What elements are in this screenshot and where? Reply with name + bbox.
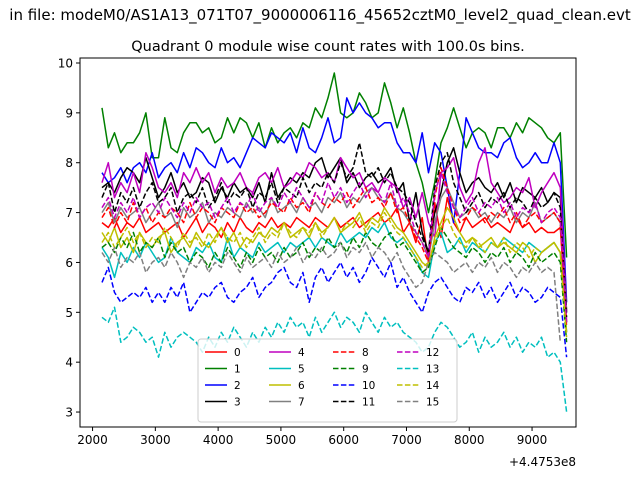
series-7-line xyxy=(101,186,568,313)
y-tick-label: 4 xyxy=(65,356,73,370)
y-tick-label: 5 xyxy=(65,306,73,320)
legend-label-2: 2 xyxy=(234,380,241,392)
series-layer xyxy=(101,72,568,413)
legend-label-1: 1 xyxy=(234,364,241,376)
legend-label-5: 5 xyxy=(298,364,305,376)
series-9-line xyxy=(101,226,568,343)
x-tick-label: 5000 xyxy=(266,433,297,447)
legend-label-15: 15 xyxy=(426,397,439,409)
axes-frame xyxy=(79,57,577,428)
x-tick-label: 2000 xyxy=(77,433,108,447)
y-tick-label: 7 xyxy=(65,206,73,220)
x-tick-label: 6000 xyxy=(328,433,359,447)
chart-title: Quadrant 0 module wise count rates with … xyxy=(131,39,525,55)
legend-label-14: 14 xyxy=(426,380,440,392)
plot-area: 2000 3000 4000 5000 6000 7000 8000 9000 3 4 5 6 7 8 9 1… xyxy=(58,56,577,447)
legend-label-7: 7 xyxy=(298,397,305,409)
x-offset-label: +4.4753e8 xyxy=(509,455,576,469)
legend-frame xyxy=(197,338,458,423)
legend-label-4: 4 xyxy=(298,347,305,359)
series-11-line xyxy=(101,142,568,318)
axes-layer: 2000 3000 4000 5000 6000 7000 8000 9000 3 4 5 6 7 8 9 1… xyxy=(58,56,577,447)
y-tick-label: 8 xyxy=(65,156,73,170)
legend-label-6: 6 xyxy=(298,380,305,392)
y-tick-label: 3 xyxy=(65,406,73,420)
x-tick-label: 3000 xyxy=(140,433,171,447)
legend-label-8: 8 xyxy=(362,347,369,359)
series-1-line xyxy=(101,72,568,258)
series-15-line xyxy=(101,241,562,343)
legend-label-13: 13 xyxy=(426,364,439,376)
legend-label-0: 0 xyxy=(234,347,241,359)
y-tick-label: 10 xyxy=(58,56,73,70)
figure-suptitle: in file: modeM0/AS1A13_071T07_9000006116… xyxy=(9,6,631,25)
legend-label-12: 12 xyxy=(426,347,439,359)
x-tick-label: 4000 xyxy=(203,433,234,447)
series-2-line xyxy=(101,97,568,303)
y-tick-label: 6 xyxy=(65,256,73,270)
legend-label-10: 10 xyxy=(362,380,375,392)
series-12-line xyxy=(101,171,568,323)
series-8-line xyxy=(101,166,568,328)
series-10-line xyxy=(101,256,568,358)
legend-label-9: 9 xyxy=(362,364,369,376)
legend-label-3: 3 xyxy=(234,397,241,409)
legend-label-11: 11 xyxy=(362,397,375,409)
x-tick-label: 8000 xyxy=(454,433,485,447)
series-13-line xyxy=(101,306,568,413)
x-tick-label: 9000 xyxy=(517,433,548,447)
y-tick-label: 9 xyxy=(65,106,73,120)
x-tick-label: 7000 xyxy=(391,433,422,447)
series-14-line xyxy=(101,211,568,338)
